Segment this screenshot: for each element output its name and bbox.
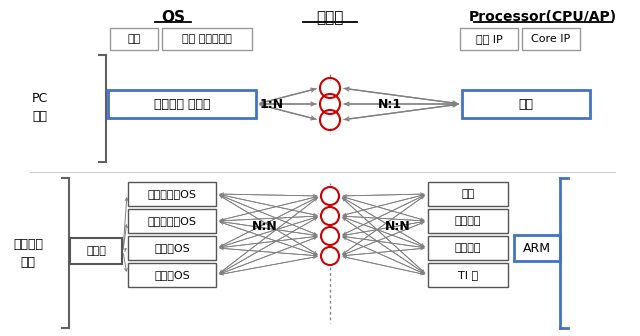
Text: Core IP: Core IP [531, 34, 571, 44]
Text: 스마트폰
산업: 스마트폰 산업 [13, 238, 43, 268]
Text: ARM: ARM [523, 242, 551, 254]
Bar [108, 90, 256, 118]
Bar [70, 238, 122, 264]
Text: N:N: N:N [385, 219, 411, 233]
Text: 타이젠OS: 타이젠OS [154, 243, 190, 253]
Text: N:1: N:1 [378, 97, 402, 111]
Text: OS: OS [161, 10, 185, 25]
Text: 커널: 커널 [127, 34, 141, 44]
Text: PC
산업: PC 산업 [32, 92, 48, 124]
Text: TI 등: TI 등 [458, 270, 478, 280]
Text: Processor(CPU/AP): Processor(CPU/AP) [469, 10, 617, 24]
Bar [514, 235, 560, 261]
Bar [428, 182, 508, 206]
Bar [428, 209, 508, 233]
Text: 미디어텍: 미디어텍 [455, 243, 481, 253]
Bar [460, 28, 518, 50]
Text: 안드로이드OS: 안드로이드OS [147, 189, 196, 199]
Text: N:N: N:N [252, 219, 278, 233]
Text: 상위 프레임워크: 상위 프레임워크 [182, 34, 232, 44]
Text: 리눅스: 리눅스 [86, 246, 106, 256]
Bar [128, 209, 216, 233]
Bar [522, 28, 580, 50]
Text: 1:N: 1:N [260, 97, 284, 111]
Text: 파이어폭스OS: 파이어폭스OS [147, 216, 196, 226]
Text: 퀄컴: 퀄컴 [461, 189, 475, 199]
Text: 우분투OS: 우분투OS [154, 270, 190, 280]
Text: 엔비디아: 엔비디아 [455, 216, 481, 226]
Text: 마이크로 소프트: 마이크로 소프트 [154, 97, 211, 111]
Text: 제조사: 제조사 [316, 10, 344, 25]
Bar [162, 28, 252, 50]
Text: 인텔: 인텔 [518, 97, 534, 111]
Bar [428, 263, 508, 287]
Bar [128, 182, 216, 206]
Bar [428, 236, 508, 260]
Bar [462, 90, 590, 118]
Bar [128, 236, 216, 260]
Text: 주변 IP: 주변 IP [476, 34, 502, 44]
Bar [110, 28, 158, 50]
Bar [128, 263, 216, 287]
